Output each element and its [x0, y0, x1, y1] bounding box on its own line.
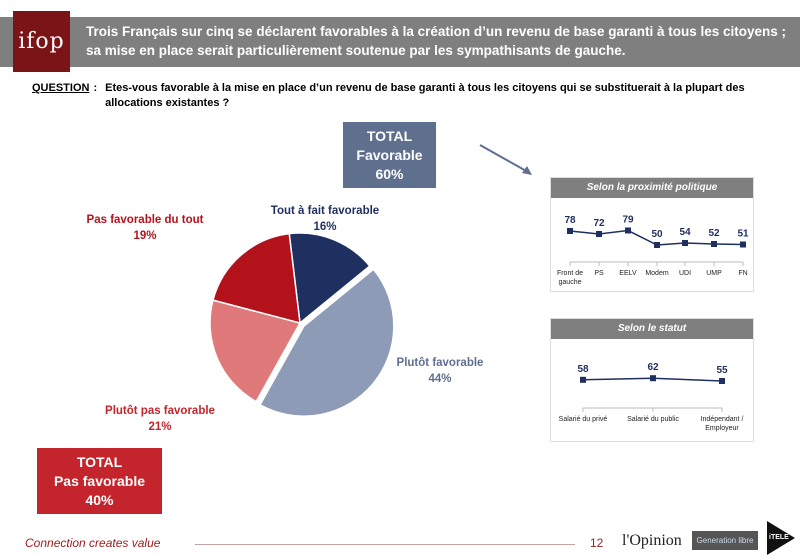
x-tick-label: Indépendant / [701, 416, 744, 423]
title-banner [0, 17, 800, 67]
slice-value: 16% [313, 221, 337, 233]
data-point [682, 240, 688, 246]
x-tick-label: gauche [559, 279, 582, 286]
total-label: TOTAL [76, 453, 123, 470]
data-point [596, 231, 602, 237]
pie-slice [288, 232, 371, 325]
data-label: 52 [708, 228, 720, 239]
panel-statut: Selon le statut 58 Salarié du privé 62 Sala… [550, 318, 754, 442]
slice-value: 44% [428, 373, 452, 385]
total-pas-favorable-box: TOTAL Pas favorable 40% [37, 448, 162, 514]
pie-slice [209, 299, 302, 403]
line-chart-proximite: 78 Front de gauche 72 PS 79 EELV 50 Modem 54 UDI 52… [557, 215, 749, 287]
data-point [650, 375, 656, 382]
total-label: TOTAL [366, 127, 413, 144]
x-tick-label: UDI [679, 270, 691, 277]
data-point [654, 242, 660, 248]
pie-label-plutot-favorable: Plutôt favorable 44% [385, 355, 495, 387]
data-point [740, 241, 746, 248]
total-category: Favorable [356, 146, 423, 163]
slide-title: Trois Français sur cinq se déclarent fav… [86, 24, 787, 58]
pie-chart [209, 232, 395, 417]
logo-text: ifop [18, 29, 65, 54]
arrow-line [479, 144, 529, 173]
slice-value: 19% [133, 230, 157, 242]
total-value: 40% [85, 491, 114, 508]
total-category: Pas favorable [53, 472, 146, 489]
data-label: 51 [737, 229, 749, 240]
x-tick-label: Salarié du public [627, 416, 679, 423]
data-label: 50 [651, 229, 663, 240]
panel-title: Selon le statut [551, 319, 753, 339]
slice-label: Pas favorable du tout [86, 214, 204, 226]
x-tick-label: Front de [557, 270, 583, 277]
panel-proximite: Selon la proximité politique 78 Front de g… [550, 177, 754, 292]
question-row: QUESTION : Etes-vous favorable à la mise… [32, 81, 782, 111]
panel-title: Selon la proximité politique [551, 178, 753, 198]
data-point [711, 241, 717, 247]
footer-divider [195, 544, 575, 545]
total-value: 60% [375, 165, 404, 182]
question-colon: : [93, 82, 98, 94]
data-point [625, 227, 631, 234]
data-label: 55 [716, 365, 728, 376]
generation-libre-logo: Generation libre [692, 531, 758, 550]
data-label: 58 [577, 364, 589, 375]
slice-value: 21% [148, 421, 172, 433]
slice-label: Tout à fait favorable [270, 205, 380, 217]
data-label: 62 [647, 362, 659, 373]
x-tick-label: EELV [619, 270, 637, 277]
slice-label: Plutôt pas favorable [105, 405, 215, 417]
pie-label-plutot-pas: Plutôt pas favorable 21% [90, 403, 230, 435]
page-number: 12 [590, 536, 604, 550]
x-tick-label: FN [738, 270, 747, 277]
pie-label-pas-du-tout: Pas favorable du tout 19% [75, 212, 215, 244]
data-label: 54 [679, 227, 691, 238]
total-favorable-box: TOTAL Favorable 60% [343, 122, 436, 188]
x-tick-label: Employeur [705, 425, 739, 432]
slice-label: Plutôt favorable [396, 357, 484, 369]
question-label: QUESTION [32, 82, 90, 94]
x-tick-label: UMP [706, 270, 722, 277]
data-label: 79 [622, 215, 634, 226]
question-text: Etes-vous favorable à la mise en place d… [105, 82, 745, 109]
pie-slice [259, 268, 395, 417]
x-tick-label: Salarié du privé [559, 416, 608, 423]
lopinion-logo: l'Opinion [622, 532, 682, 549]
data-label: 72 [593, 218, 605, 229]
line-chart-statut: 58 Salarié du privé 62 Salarié du public 55 I… [559, 362, 744, 432]
x-tick-label: Modem [645, 270, 669, 277]
data-point [567, 228, 573, 234]
pie-label-tout-a-fait: Tout à fait favorable 16% [260, 203, 390, 235]
data-point [580, 376, 586, 383]
arrow-head-icon [522, 166, 532, 175]
data-label: 78 [564, 215, 576, 226]
pie-slice [212, 232, 301, 325]
x-tick-label: PS [594, 270, 604, 277]
data-point [719, 378, 725, 384]
footer-tagline: Connection creates value [25, 536, 161, 550]
ifop-logo: ifop [13, 11, 70, 72]
